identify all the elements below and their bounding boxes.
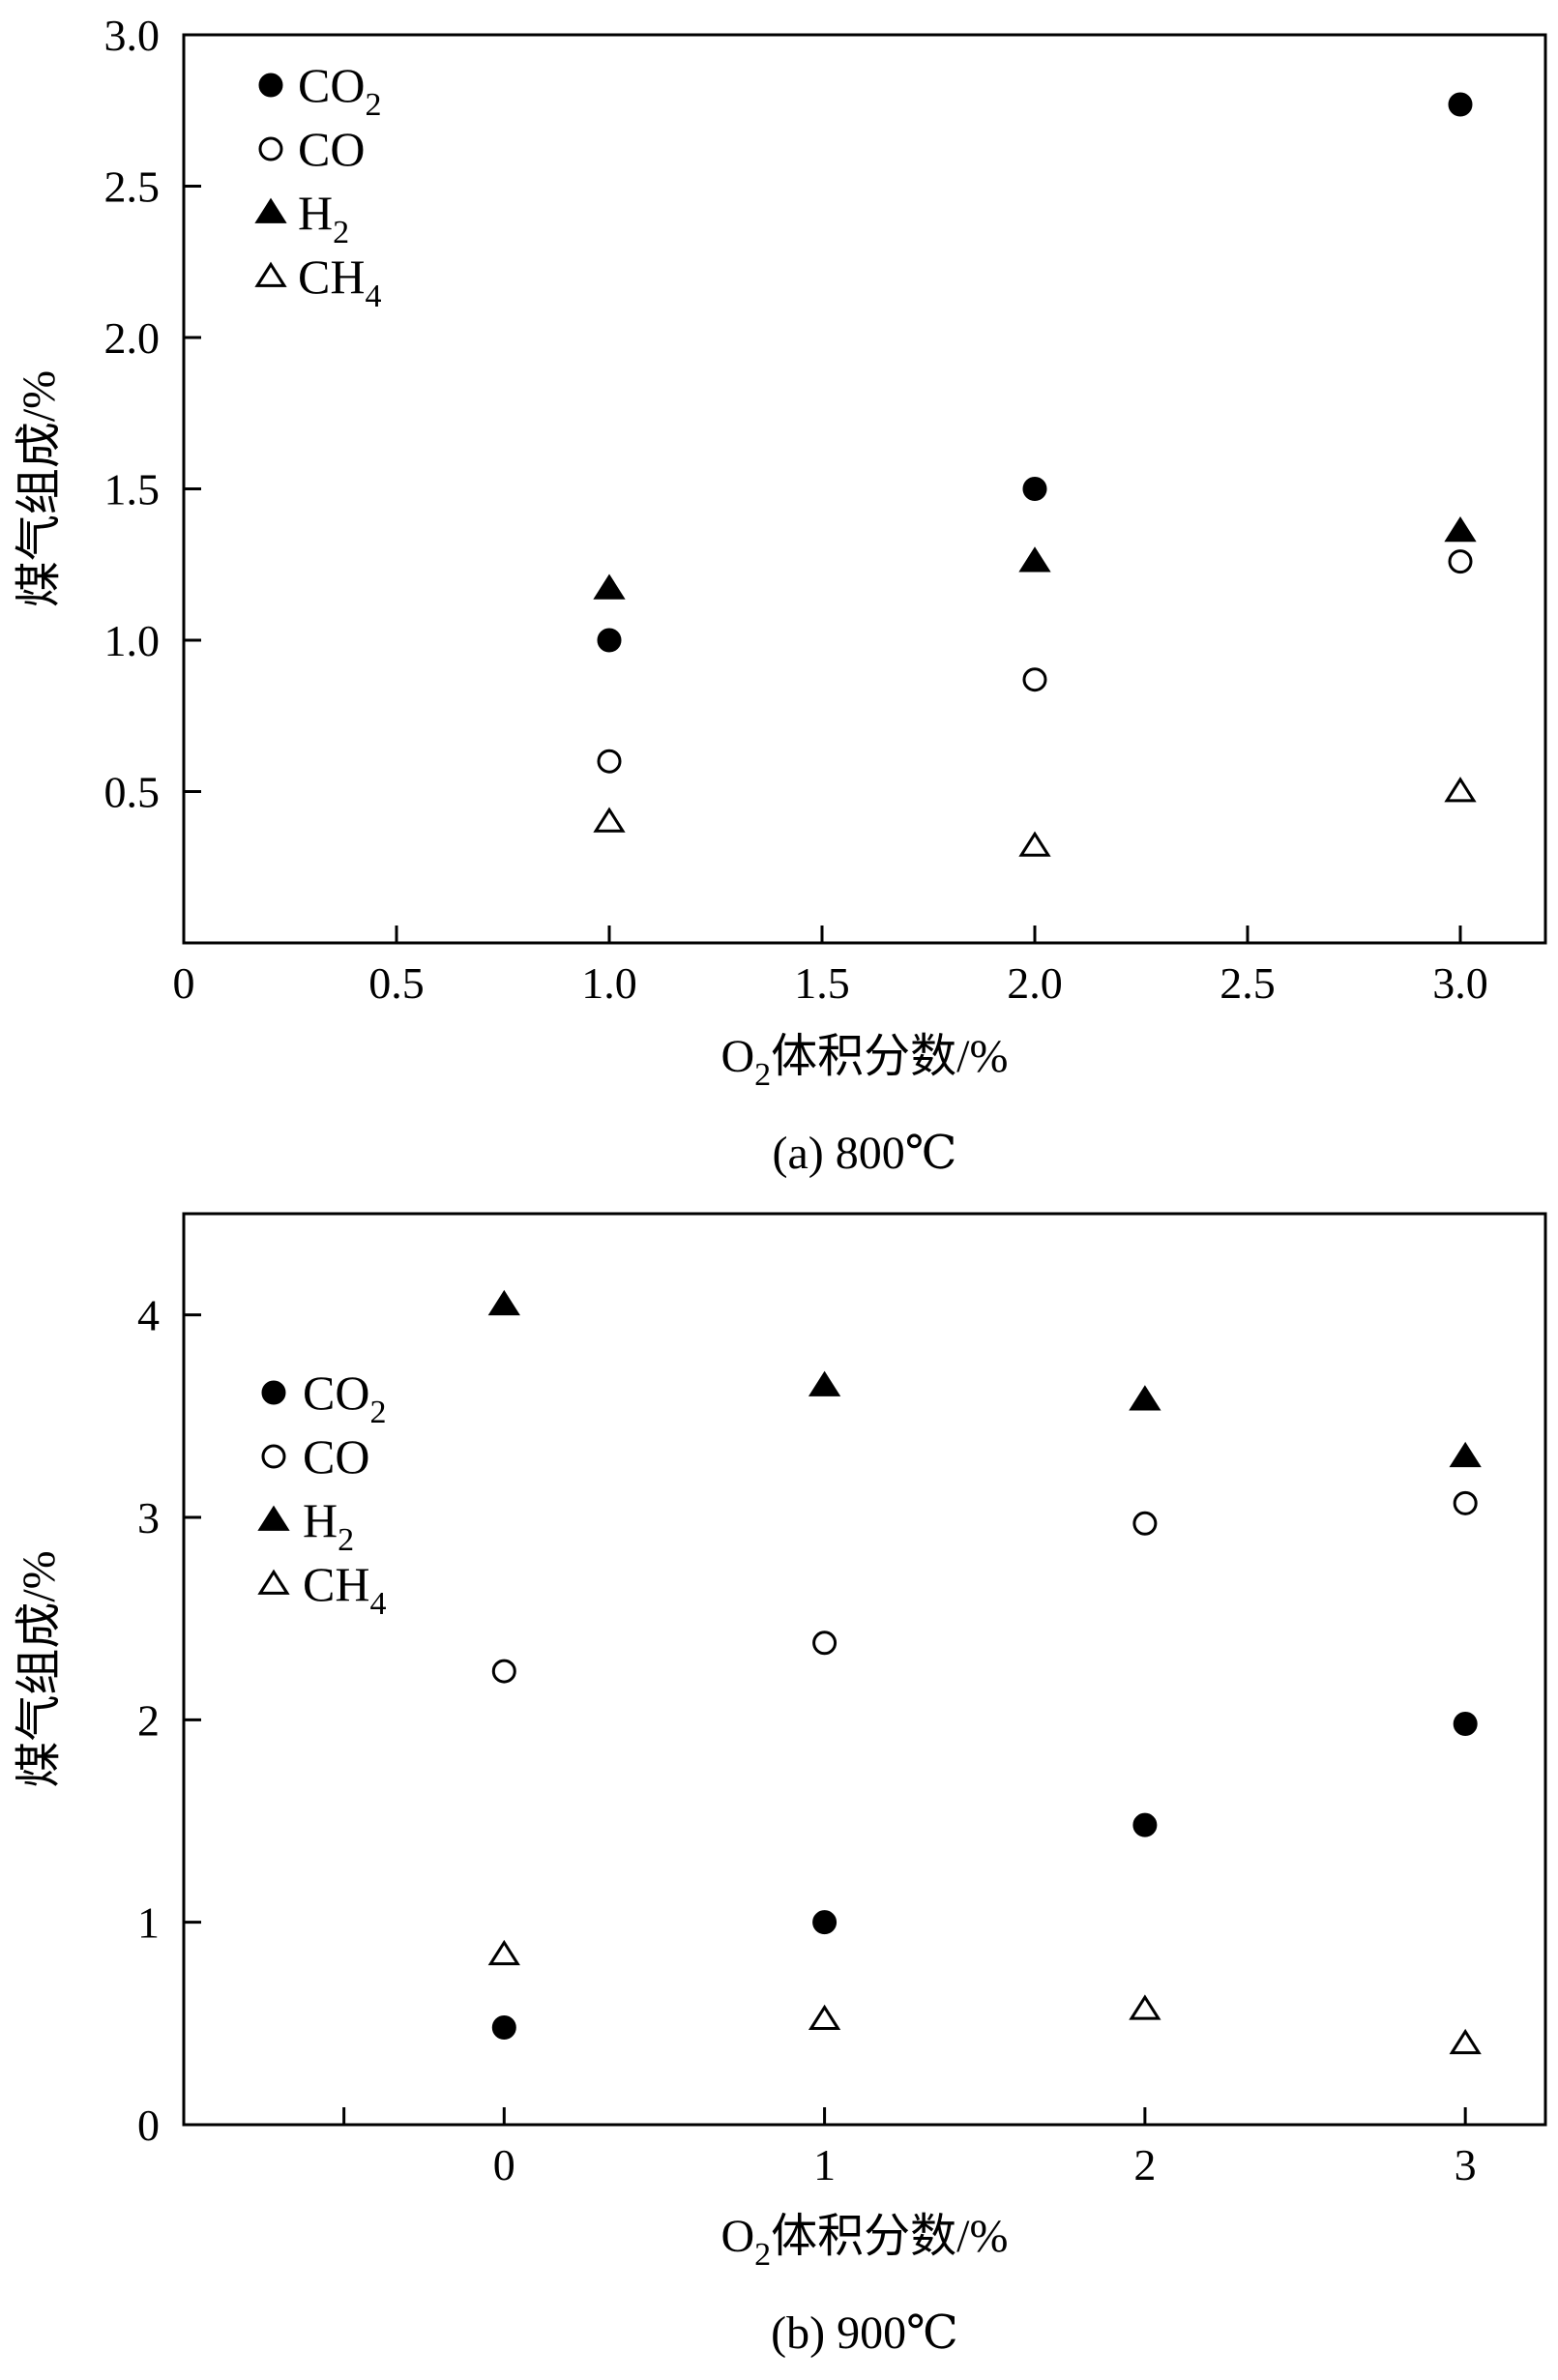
- data-point-ch4: [593, 807, 626, 833]
- data-point-co: [1453, 1490, 1478, 1515]
- y-axis-title: 煤气组成/%: [14, 370, 65, 607]
- series-h2: [487, 1289, 1482, 1468]
- legend-marker-ch4: [257, 1569, 290, 1595]
- legend-marker-h2: [254, 197, 287, 223]
- data-point-ch4: [808, 2004, 841, 2031]
- chart-a-800C: 0 0.5 1.0 1.5 2.0 2.5 3.0 0.5 1.0 1.5 2.0 2.5 3.0 煤气组…: [14, 11, 1547, 1179]
- data-point-co2: [1022, 477, 1047, 501]
- legend-marker-co2: [261, 1380, 286, 1405]
- y-tick-label: 2.5: [104, 162, 161, 212]
- series-co: [597, 549, 1473, 774]
- plot-frame: [182, 1212, 1547, 2127]
- y-axis-title: 煤气组成/%: [14, 1550, 65, 1787]
- legend-label-ch4: CH4: [303, 1557, 386, 1622]
- data-point-h2: [487, 1289, 520, 1316]
- data-point-co: [1022, 667, 1047, 692]
- x-tick-label: 1.5: [794, 958, 850, 1008]
- x-axis-title: O2体积分数/%: [721, 1031, 1009, 1093]
- x-tick-label: 0: [173, 958, 195, 1008]
- legend-label-h2: H2: [298, 186, 349, 250]
- series-co2: [491, 1712, 1478, 2041]
- data-point-ch4: [1018, 831, 1051, 857]
- data-point-ch4: [1449, 2028, 1482, 2055]
- series-ch4: [593, 777, 1477, 857]
- data-point-h2: [1129, 1385, 1161, 1411]
- data-point-co: [491, 1659, 516, 1684]
- legend-label-co2: CO2: [303, 1366, 386, 1430]
- y-tick-label: 0: [137, 2101, 160, 2150]
- y-tick-label: 2.0: [104, 313, 161, 363]
- y-tick-label: 0.5: [104, 768, 161, 817]
- x-tick-label: 3: [1455, 2140, 1477, 2189]
- y-tick-label: 4: [137, 1291, 160, 1340]
- chart-caption: (a) 800℃: [773, 1128, 957, 1179]
- y-tick-label: 1.0: [104, 616, 161, 665]
- data-point-h2: [1449, 1441, 1482, 1468]
- series-h2: [593, 515, 1477, 600]
- data-point-ch4: [1129, 1994, 1161, 2020]
- x-tick-label: 2.5: [1220, 958, 1276, 1008]
- y-tick-label: 2: [137, 1695, 160, 1745]
- legend-marker-co2: [258, 73, 283, 98]
- y-tick-label: 1: [137, 1898, 160, 1948]
- data-point-co2: [812, 1910, 838, 1935]
- legend-label-co: CO: [298, 122, 365, 176]
- data-point-co: [1448, 549, 1473, 574]
- x-tick-label: 1: [813, 2140, 836, 2189]
- x-tick-label: 0: [493, 2140, 515, 2189]
- x-tick-label: 2.0: [1007, 958, 1063, 1008]
- x-tick-label: 0.5: [368, 958, 425, 1008]
- legend-label-ch4: CH4: [298, 250, 381, 314]
- data-point-co2: [597, 628, 622, 653]
- legend-marker-ch4: [254, 261, 287, 287]
- y-tick-label: 3.0: [104, 11, 161, 60]
- data-point-co2: [491, 2015, 516, 2041]
- series-co2: [597, 92, 1473, 653]
- data-point-ch4: [487, 1939, 520, 1966]
- data-point-co: [1132, 1511, 1158, 1536]
- data-point-h2: [1018, 546, 1051, 573]
- x-axis-title: O2体积分数/%: [721, 2211, 1009, 2273]
- data-point-h2: [1444, 515, 1477, 543]
- y-tick-label: 3: [137, 1493, 160, 1543]
- legend-label-co: CO: [303, 1429, 369, 1484]
- data-point-co: [812, 1631, 838, 1656]
- data-point-co2: [1132, 1812, 1158, 1837]
- x-tick-label: 1.0: [581, 958, 637, 1008]
- x-tick-label: 2: [1133, 2140, 1156, 2189]
- legend-marker-h2: [257, 1505, 290, 1531]
- series-co: [491, 1490, 1478, 1684]
- data-point-h2: [593, 573, 626, 600]
- data-point-co2: [1453, 1712, 1478, 1737]
- data-point-h2: [808, 1370, 841, 1396]
- series-ch4: [487, 1939, 1482, 2055]
- legend-marker-co: [258, 136, 283, 162]
- x-tick-label: 3.0: [1432, 958, 1488, 1008]
- data-point-ch4: [1444, 777, 1477, 803]
- data-point-co2: [1448, 92, 1473, 117]
- legend-label-h2: H2: [303, 1493, 354, 1558]
- legend-marker-co: [261, 1444, 286, 1469]
- data-point-co: [597, 749, 622, 774]
- plot-frame: [182, 33, 1547, 945]
- y-tick-label: 1.5: [104, 465, 161, 514]
- chart-caption: (b) 900℃: [771, 2307, 958, 2359]
- legend-label-co2: CO2: [298, 58, 381, 123]
